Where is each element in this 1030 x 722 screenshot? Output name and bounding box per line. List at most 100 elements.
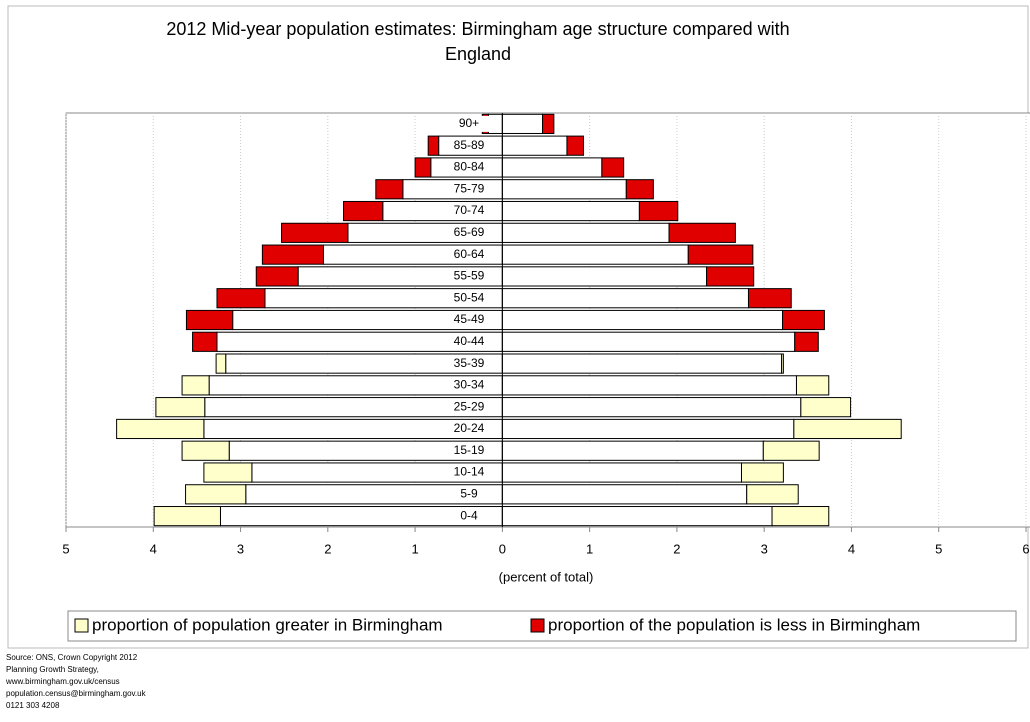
- label-bg: [448, 181, 490, 198]
- bar: [501, 418, 795, 440]
- label-bg: [448, 399, 490, 416]
- x-axis-label: (percent of total): [499, 569, 594, 584]
- difference-bar: [181, 440, 230, 461]
- difference-bar: [375, 179, 404, 200]
- category-label: 60-64: [454, 247, 485, 261]
- x-tick-label: 5: [935, 541, 942, 556]
- label-bg: [448, 355, 490, 372]
- bar: [501, 288, 749, 309]
- legend-swatch: [530, 618, 545, 633]
- bar: [501, 353, 783, 374]
- difference-bar: [746, 484, 799, 505]
- difference-bar: [343, 200, 384, 222]
- difference-bar: [192, 331, 218, 352]
- chart-title: 2012 Mid-year population estimates: Birm…: [166, 19, 789, 39]
- x-tick-label: 1: [586, 541, 593, 556]
- x-tick-label: 6: [1022, 541, 1029, 556]
- legend-swatch: [74, 618, 89, 633]
- category-label: 45-49: [454, 312, 485, 326]
- source-text: www.birmingham.gov.uk/census: [5, 677, 120, 686]
- source-text: 0121 303 4208: [6, 701, 60, 710]
- difference-bar: [800, 397, 852, 418]
- difference-bar: [794, 331, 819, 352]
- category-label: 5-9: [460, 486, 478, 500]
- difference-bar: [185, 309, 234, 331]
- bar: [487, 113, 503, 134]
- bar: [501, 484, 748, 505]
- category-label: 90+: [459, 116, 479, 130]
- label-bg: [448, 486, 490, 503]
- difference-bar: [181, 375, 210, 396]
- category-label: 55-59: [454, 269, 485, 283]
- category-label: 65-69: [454, 225, 485, 239]
- category-label: 15-19: [454, 443, 485, 457]
- x-tick-label: 5: [62, 541, 69, 556]
- difference-bar: [255, 266, 299, 287]
- difference-bar: [668, 222, 736, 243]
- difference-bar: [261, 244, 324, 265]
- bar: [501, 266, 708, 287]
- difference-bar: [747, 288, 792, 309]
- x-tick-label: 4: [150, 541, 157, 556]
- difference-bar: [771, 506, 830, 527]
- label-bg: [448, 115, 490, 132]
- x-tick-label: 2: [324, 541, 331, 556]
- category-label: 70-74: [454, 203, 485, 217]
- label-bg: [448, 508, 490, 525]
- category-label: 35-39: [454, 356, 485, 370]
- category-label: 50-54: [454, 290, 485, 304]
- x-tick-label: 0: [499, 541, 506, 556]
- bar: [501, 309, 784, 331]
- category-label: 75-79: [454, 181, 485, 195]
- bar: [501, 462, 742, 483]
- difference-bar: [216, 288, 266, 309]
- category-label: 0-4: [460, 508, 478, 522]
- difference-bar: [706, 266, 755, 287]
- bar: [501, 375, 797, 396]
- chart-title: England: [445, 44, 511, 64]
- difference-bar: [281, 222, 349, 243]
- x-tick-label: 3: [761, 541, 768, 556]
- difference-bar: [638, 200, 679, 222]
- bar: [501, 506, 773, 527]
- label-bg: [448, 333, 490, 350]
- label-bg: [448, 420, 490, 437]
- label-bg: [448, 159, 490, 176]
- difference-bar: [414, 157, 432, 178]
- category-label: 25-29: [454, 399, 485, 413]
- difference-bar: [782, 309, 825, 331]
- category-label: 20-24: [454, 421, 485, 435]
- label-bg: [448, 377, 490, 394]
- bar: [501, 200, 640, 222]
- x-tick-label: 3: [237, 541, 244, 556]
- category-label: 30-34: [454, 378, 485, 392]
- difference-bar: [601, 157, 625, 178]
- legend-label: proportion of the population is less in …: [548, 615, 920, 634]
- difference-bar: [215, 353, 227, 374]
- difference-bar: [781, 353, 784, 374]
- difference-bar: [153, 506, 221, 527]
- legend-label: proportion of population greater in Birm…: [92, 615, 443, 634]
- label-bg: [448, 246, 490, 263]
- label-bg: [448, 268, 490, 285]
- source-text: Source: ONS, Crown Copyright 2012: [6, 653, 138, 662]
- label-bg: [448, 312, 490, 328]
- difference-bar: [762, 440, 820, 461]
- category-label: 80-84: [454, 160, 485, 174]
- label-bg: [448, 203, 490, 220]
- difference-bar: [625, 179, 654, 200]
- bar: [501, 113, 544, 134]
- source-text: population.census@birmingham.gov.uk: [6, 689, 147, 698]
- category-label: 85-89: [454, 138, 485, 152]
- difference-bar: [542, 113, 555, 134]
- bar: [501, 440, 764, 461]
- x-tick-label: 1: [411, 541, 418, 556]
- category-label: 40-44: [454, 334, 485, 348]
- bar: [501, 222, 670, 243]
- x-tick-label: 2: [673, 541, 680, 556]
- difference-bar: [687, 244, 754, 265]
- difference-bar: [795, 375, 830, 396]
- bar: [501, 331, 796, 352]
